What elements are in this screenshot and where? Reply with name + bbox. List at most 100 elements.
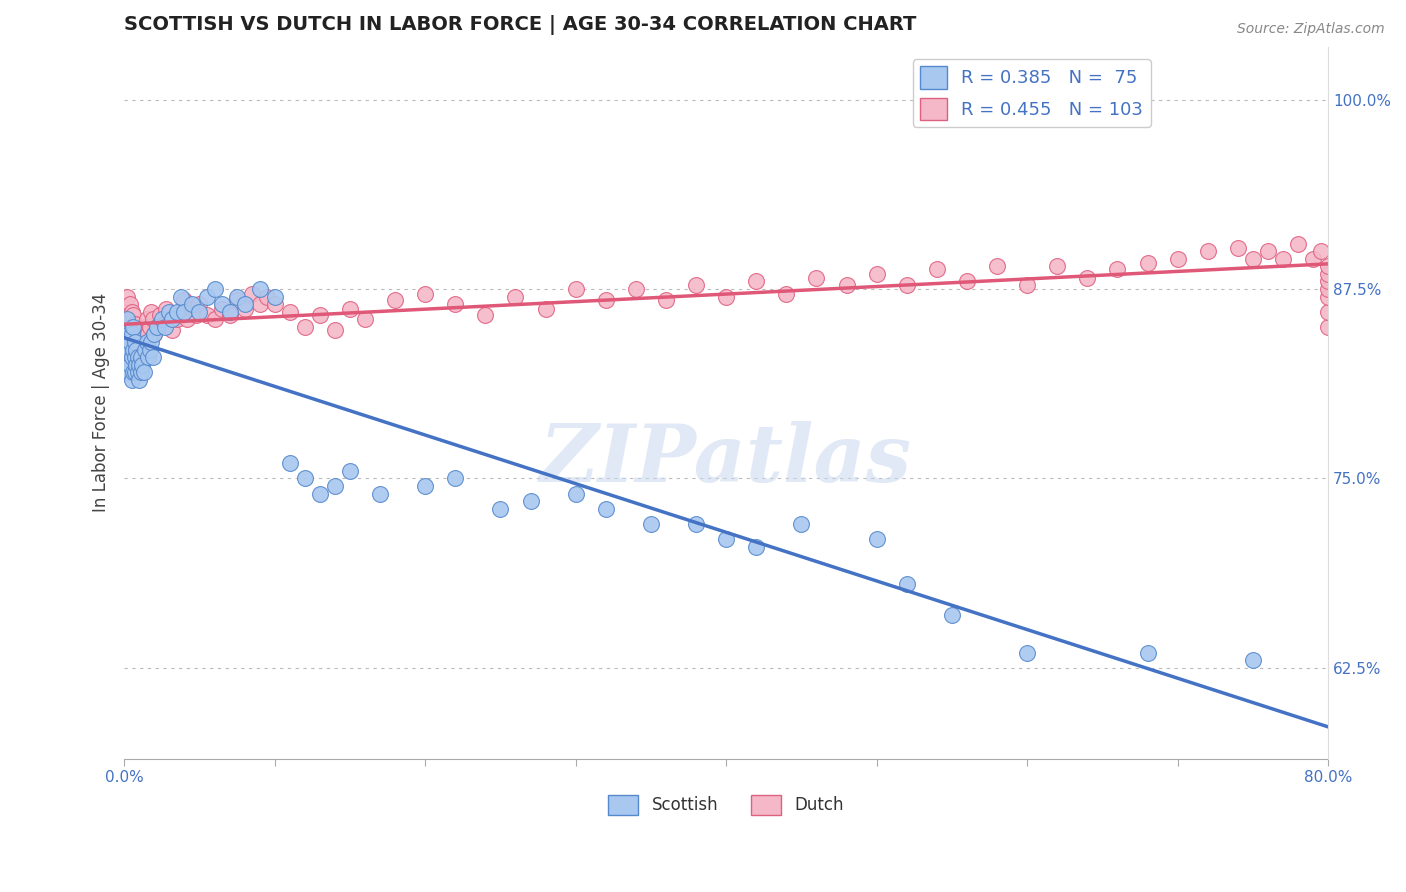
Point	[121, 373, 143, 387]
Point	[131, 358, 153, 372]
Point	[1017, 646, 1039, 660]
Point	[240, 286, 263, 301]
Point	[143, 327, 166, 342]
Point	[413, 286, 436, 301]
Point	[263, 297, 285, 311]
Point	[866, 532, 889, 546]
Point	[218, 308, 240, 322]
Point	[294, 471, 316, 485]
Point	[121, 350, 143, 364]
Point	[368, 486, 391, 500]
Point	[1317, 290, 1340, 304]
Point	[122, 365, 145, 379]
Point	[139, 320, 162, 334]
Point	[114, 334, 136, 349]
Point	[640, 516, 662, 531]
Point	[120, 320, 142, 334]
Point	[146, 320, 169, 334]
Point	[925, 262, 948, 277]
Point	[211, 297, 233, 311]
Point	[132, 365, 155, 379]
Point	[141, 334, 163, 349]
Point	[714, 532, 737, 546]
Point	[170, 290, 193, 304]
Point	[128, 358, 150, 372]
Point	[124, 334, 146, 349]
Point	[152, 317, 174, 331]
Point	[489, 501, 512, 516]
Point	[256, 290, 278, 304]
Point	[125, 323, 148, 337]
Point	[129, 365, 152, 379]
Point	[790, 516, 813, 531]
Point	[866, 267, 889, 281]
Point	[141, 305, 163, 319]
Point	[714, 290, 737, 304]
Point	[170, 305, 193, 319]
Point	[323, 323, 346, 337]
Point	[294, 320, 316, 334]
Point	[323, 479, 346, 493]
Point	[173, 305, 195, 319]
Point	[115, 327, 138, 342]
Point	[155, 301, 177, 316]
Point	[339, 301, 361, 316]
Point	[120, 343, 142, 357]
Point	[118, 365, 141, 379]
Point	[1167, 252, 1189, 266]
Point	[384, 293, 406, 307]
Point	[1076, 271, 1098, 285]
Point	[308, 486, 330, 500]
Point	[143, 327, 166, 342]
Point	[1046, 260, 1069, 274]
Point	[136, 350, 159, 364]
Point	[941, 607, 963, 622]
Point	[121, 305, 143, 319]
Point	[173, 293, 195, 307]
Point	[896, 577, 918, 591]
Point	[1107, 262, 1129, 277]
Point	[122, 308, 145, 322]
Point	[595, 293, 617, 307]
Point	[188, 305, 211, 319]
Point	[505, 290, 527, 304]
Point	[1241, 252, 1264, 266]
Point	[153, 320, 176, 334]
Text: SCOTTISH VS DUTCH IN LABOR FORCE | AGE 30-34 CORRELATION CHART: SCOTTISH VS DUTCH IN LABOR FORCE | AGE 3…	[124, 15, 917, 35]
Point	[127, 350, 149, 364]
Point	[128, 373, 150, 387]
Point	[150, 312, 173, 326]
Point	[129, 338, 152, 352]
Point	[142, 350, 165, 364]
Point	[128, 343, 150, 357]
Text: ZIPatlas: ZIPatlas	[540, 421, 912, 499]
Point	[121, 327, 143, 342]
Point	[146, 320, 169, 334]
Point	[186, 308, 208, 322]
Point	[564, 486, 586, 500]
Point	[226, 293, 249, 307]
Point	[122, 343, 145, 357]
Point	[195, 290, 218, 304]
Point	[444, 471, 467, 485]
Point	[354, 312, 377, 326]
Point	[125, 343, 148, 357]
Point	[120, 297, 142, 311]
Point	[444, 297, 467, 311]
Point	[118, 312, 141, 326]
Point	[181, 297, 204, 311]
Point	[122, 320, 145, 334]
Point	[413, 479, 436, 493]
Point	[157, 312, 180, 326]
Point	[474, 308, 496, 322]
Point	[157, 305, 180, 319]
Legend: Scottish, Dutch: Scottish, Dutch	[602, 788, 851, 822]
Point	[655, 293, 678, 307]
Point	[986, 260, 1008, 274]
Point	[134, 343, 156, 357]
Point	[218, 305, 240, 319]
Point	[162, 323, 184, 337]
Point	[166, 312, 188, 326]
Point	[534, 301, 557, 316]
Point	[1286, 236, 1309, 251]
